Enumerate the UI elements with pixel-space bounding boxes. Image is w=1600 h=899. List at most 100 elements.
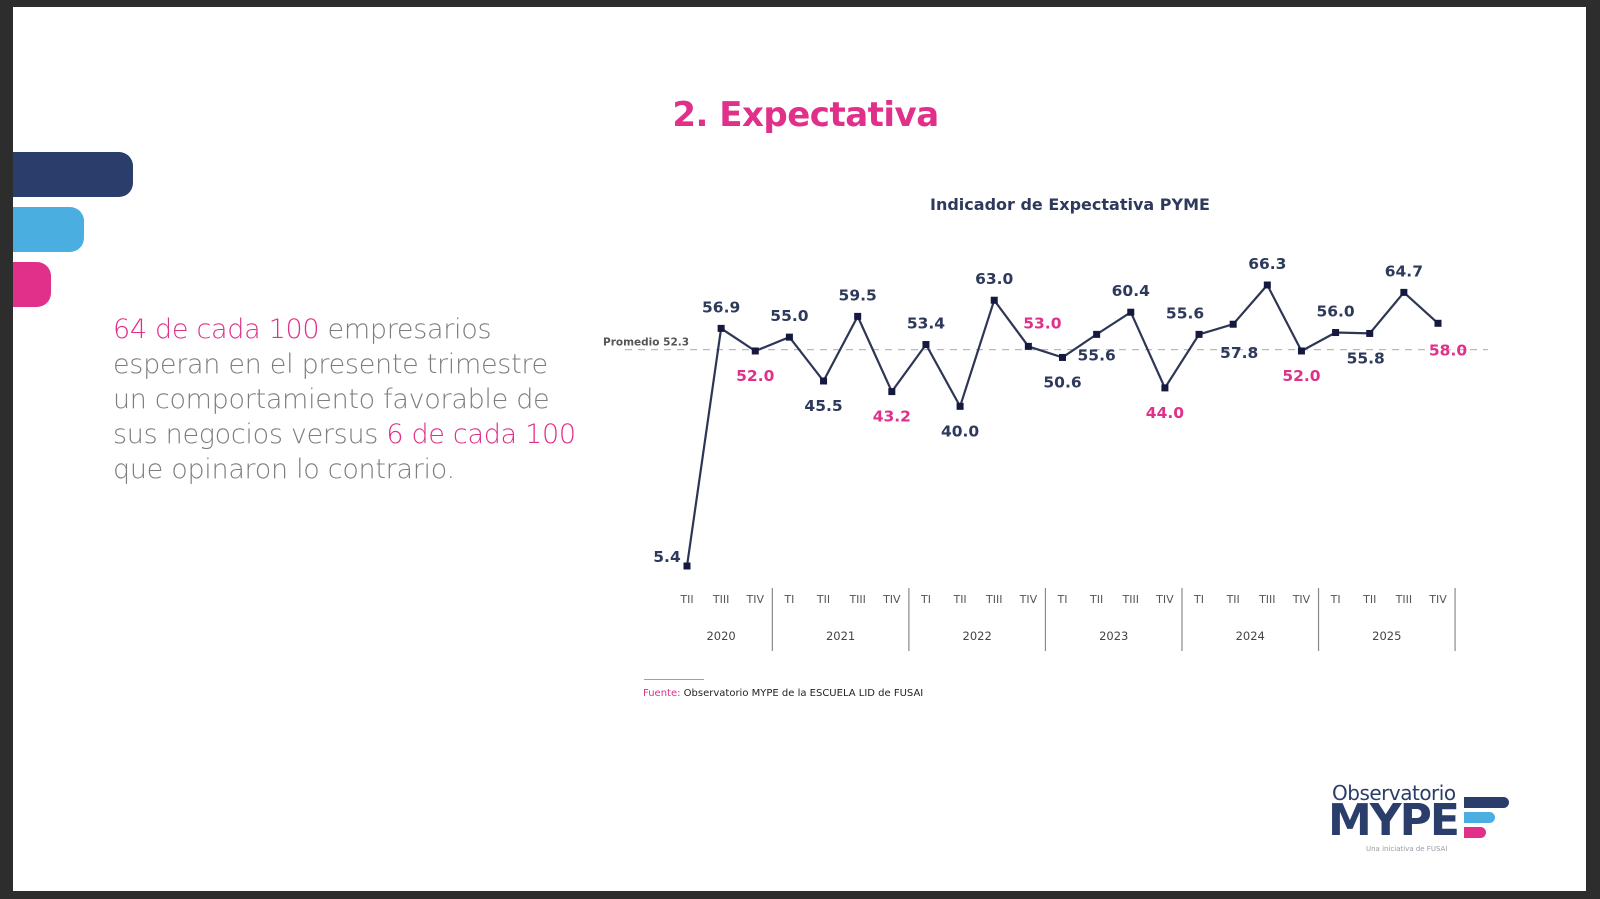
- x-tick-quarter: TII: [1089, 593, 1103, 606]
- decor-bar-blue: [13, 207, 84, 252]
- slide: 2. Expectativa 64 de cada 100 empresario…: [13, 7, 1586, 891]
- source-text: Observatorio MYPE de la ESCUELA LID de F…: [680, 688, 924, 699]
- highlight-unfavorable: 6 de cada 100: [386, 419, 576, 450]
- x-tick-quarter: TI: [1193, 593, 1204, 606]
- data-point-marker: [990, 296, 998, 304]
- data-value-label: 44.0: [1146, 404, 1184, 422]
- data-value-label: 45.5: [804, 397, 842, 415]
- data-point-marker: [1195, 330, 1203, 338]
- data-point-marker: [1366, 329, 1374, 337]
- x-tick-quarter: TI: [1330, 593, 1341, 606]
- data-point-marker: [683, 562, 691, 570]
- decor-bar-navy: [13, 152, 133, 197]
- data-point-marker: [717, 324, 725, 332]
- data-value-label: 60.4: [1112, 282, 1150, 300]
- data-value-label: 52.0: [1282, 367, 1320, 385]
- data-value-label: 55.8: [1347, 349, 1385, 367]
- x-tick-quarter: TI: [1057, 593, 1068, 606]
- slide-title: 2. Expectativa: [672, 95, 939, 135]
- x-tick-quarter: TI: [783, 593, 794, 606]
- line-chart: Promedio 52.3 5.4 56.9 52.0 55.0 45.5 59.5 43.2…: [603, 255, 1488, 651]
- data-point-marker: [1093, 330, 1101, 338]
- data-value-label: 59.5: [839, 286, 877, 304]
- source-note: Fuente: Observatorio MYPE de la ESCUELA …: [643, 688, 923, 699]
- summary-text: 64 de cada 100 empresarios esperan en el…: [113, 312, 583, 487]
- data-value-label: 50.6: [1043, 373, 1081, 391]
- data-line: [685, 283, 1439, 567]
- x-tick-quarter: TIV: [1155, 593, 1174, 606]
- x-tick-quarter: TIII: [1258, 593, 1275, 606]
- data-value-label: 58.0: [1429, 341, 1467, 359]
- logo-bar-pink: [1464, 827, 1486, 838]
- data-value-label: 56.9: [702, 298, 740, 316]
- x-tick-quarter: TIII: [712, 593, 729, 606]
- x-tick-year: 2022: [963, 629, 992, 643]
- observatorio-mype-logo: Observatorio MYPE Una iniciativa de FUSA…: [1328, 781, 1518, 861]
- data-point-marker: [956, 402, 964, 410]
- x-tick-quarter: TIV: [1292, 593, 1311, 606]
- x-tick-quarter: TIII: [985, 593, 1002, 606]
- data-value-label: 52.0: [736, 367, 774, 385]
- data-value-label: 55.0: [770, 307, 808, 325]
- data-value-label: 5.4: [653, 548, 681, 566]
- x-tick-quarter: TI: [920, 593, 931, 606]
- x-tick-year: 2020: [706, 629, 735, 643]
- data-point-marker: [785, 333, 793, 341]
- x-tick-quarter: TII: [1362, 593, 1376, 606]
- data-value-label: 43.2: [873, 408, 911, 426]
- data-point-marker: [1400, 288, 1408, 296]
- logo-bar-navy: [1464, 797, 1509, 808]
- x-tick-quarter: TIV: [882, 593, 901, 606]
- summary-text-part2: que opinaron lo contrario.: [113, 454, 455, 485]
- data-value-label: 64.7: [1385, 262, 1423, 280]
- data-value-label: 53.0: [1023, 314, 1061, 332]
- logo-bar-blue: [1464, 812, 1495, 823]
- data-value-label: 40.0: [941, 422, 979, 440]
- x-tick-quarter: TII: [679, 593, 693, 606]
- source-divider: [644, 679, 704, 680]
- x-tick-year: 2023: [1099, 629, 1128, 643]
- x-tick-quarter: TII: [816, 593, 830, 606]
- x-tick-quarter: TII: [1226, 593, 1240, 606]
- x-tick-year: 2021: [826, 629, 855, 643]
- chart-title: Indicador de Expectativa PYME: [930, 195, 1210, 214]
- decor-bar-pink: [13, 262, 51, 307]
- data-point-marker: [1263, 281, 1271, 289]
- data-point-marker: [1024, 342, 1032, 350]
- x-tick-year: 2024: [1236, 629, 1265, 643]
- data-point-marker: [1229, 320, 1237, 328]
- data-point-marker: [1161, 384, 1169, 392]
- summary-text-part1: empresarios esperan en el presente trime…: [113, 314, 550, 450]
- data-value-label: 57.8: [1220, 344, 1258, 362]
- data-value-label: 66.3: [1248, 255, 1286, 273]
- logo-top-text: Observatorio: [1332, 781, 1456, 805]
- data-point-marker: [1332, 329, 1340, 337]
- data-point-marker: [888, 388, 896, 396]
- source-label: Fuente:: [643, 688, 681, 699]
- average-label: Promedio 52.3: [603, 337, 689, 349]
- x-tick-quarter: TIII: [1395, 593, 1412, 606]
- data-value-label: 55.6: [1078, 346, 1116, 364]
- highlight-favorable: 64 de cada 100: [113, 314, 320, 345]
- data-value-label: 53.4: [907, 315, 945, 333]
- data-point-marker: [922, 341, 930, 349]
- x-tick-quarter: TIII: [848, 593, 865, 606]
- data-value-label: 55.6: [1166, 304, 1204, 322]
- data-point-marker: [1127, 308, 1135, 316]
- x-tick-quarter: TIV: [746, 593, 765, 606]
- data-point-marker: [1059, 353, 1066, 361]
- data-point-marker: [1434, 319, 1442, 327]
- x-tick-quarter: TIII: [1122, 593, 1139, 606]
- logo-main-text: MYPE: [1328, 795, 1460, 846]
- x-tick-quarter: TIV: [1428, 593, 1447, 606]
- data-point-marker: [854, 312, 862, 320]
- data-value-label: 63.0: [975, 270, 1013, 288]
- logo-tagline: Una iniciativa de FUSAI: [1366, 845, 1448, 853]
- data-value-label: 56.0: [1316, 303, 1354, 321]
- x-tick-year: 2025: [1372, 629, 1401, 643]
- data-point-marker: [1297, 347, 1305, 355]
- data-point-marker: [751, 347, 759, 355]
- x-tick-quarter: TII: [952, 593, 966, 606]
- x-tick-quarter: TIV: [1019, 593, 1038, 606]
- data-point-marker: [820, 377, 828, 385]
